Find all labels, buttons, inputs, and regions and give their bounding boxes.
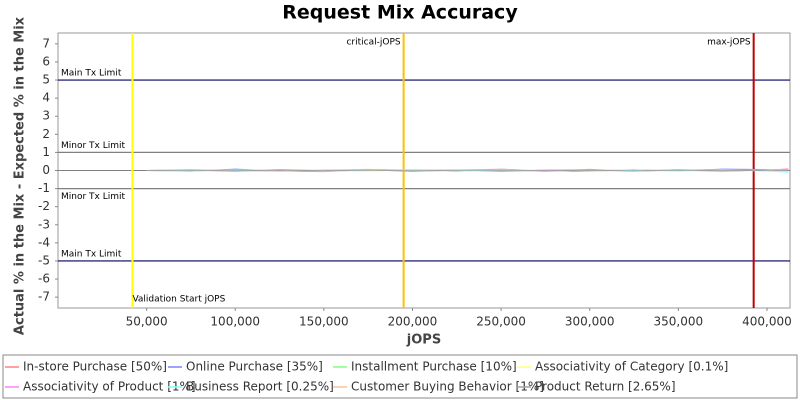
x-tick-label: 250,000: [476, 315, 526, 329]
x-tick-label: 400,000: [742, 315, 792, 329]
marker-label: critical-jOPS: [346, 38, 400, 48]
x-tick-label: 100,000: [210, 315, 260, 329]
x-tick-label: 200,000: [388, 315, 438, 329]
legend-label: Installment Purchase [10%]: [351, 360, 517, 374]
y-tick-label: 5: [42, 73, 50, 87]
legend-label: Online Purchase [35%]: [186, 360, 323, 374]
legend-box: [2, 354, 798, 399]
marker-label: max-jOPS: [707, 38, 751, 48]
limit-label: Main Tx Limit: [61, 69, 122, 79]
y-tick-label: 2: [42, 127, 50, 141]
legend-label: Product Return [2.65%]: [535, 380, 676, 394]
chart-title: Request Mix Accuracy: [282, 2, 518, 24]
x-axis-title: jOPS: [406, 333, 441, 348]
y-tick-label: -6: [38, 272, 50, 286]
y-tick-label: -4: [38, 235, 50, 249]
y-tick-label: -3: [38, 217, 50, 231]
legend-label: Customer Buying Behavior [1%]: [351, 380, 544, 394]
y-tick-label: 7: [42, 36, 50, 50]
marker-label: Validation Start jOPS: [132, 295, 225, 305]
y-axis-title: Actual % in the Mix - Expected % in the …: [13, 16, 28, 335]
x-tick-label: 350,000: [654, 315, 704, 329]
legend-label: Business Report [0.25%]: [186, 380, 334, 394]
x-tick-label: 50,000: [126, 315, 168, 329]
y-tick-label: 3: [42, 109, 50, 123]
limit-label: Main Tx Limit: [61, 249, 122, 259]
y-tick-label: -1: [38, 181, 50, 195]
y-tick-label: -2: [38, 199, 50, 213]
legend-label: Associativity of Category [0.1%]: [535, 360, 728, 374]
x-tick-label: 150,000: [299, 315, 349, 329]
y-tick-label: -5: [38, 253, 50, 267]
y-tick-label: 1: [42, 145, 50, 159]
y-tick-label: 4: [42, 91, 50, 105]
y-tick-label: 6: [42, 54, 50, 68]
limit-label: Minor Tx Limit: [61, 192, 126, 202]
legend-label: Associativity of Product [1%]: [23, 380, 196, 394]
limit-label: Minor Tx Limit: [61, 141, 126, 151]
y-tick-label: 0: [42, 163, 50, 177]
legend-label: In-store Purchase [50%]: [23, 360, 167, 374]
y-tick-label: -7: [38, 290, 50, 304]
series-line: [146, 169, 789, 172]
x-tick-label: 300,000: [565, 315, 615, 329]
